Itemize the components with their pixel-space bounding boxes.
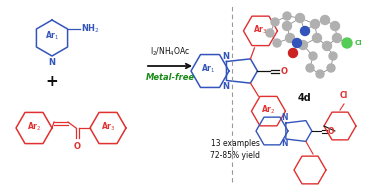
Text: +: +: [46, 73, 58, 89]
Circle shape: [306, 64, 314, 72]
Text: 72-85% yield: 72-85% yield: [210, 152, 260, 161]
Circle shape: [330, 22, 339, 31]
Text: Cl: Cl: [355, 40, 363, 46]
Circle shape: [329, 52, 337, 60]
Circle shape: [282, 22, 291, 31]
Text: Cl: Cl: [340, 91, 348, 100]
Text: Ar$_1$: Ar$_1$: [45, 30, 59, 42]
Text: N: N: [222, 82, 229, 91]
Text: Ar$_2$: Ar$_2$: [27, 121, 41, 133]
Circle shape: [288, 49, 297, 57]
Circle shape: [342, 38, 352, 48]
Circle shape: [266, 29, 274, 37]
Text: N: N: [282, 140, 288, 148]
Circle shape: [283, 12, 291, 20]
Text: O: O: [73, 142, 81, 151]
Circle shape: [293, 39, 302, 47]
Text: 13 examples: 13 examples: [211, 140, 259, 148]
Text: NH$_2$: NH$_2$: [81, 23, 99, 35]
Text: I$_2$/NH$_4$OAc: I$_2$/NH$_4$OAc: [150, 46, 190, 58]
Circle shape: [299, 41, 307, 49]
Text: O: O: [281, 67, 288, 76]
Text: N: N: [282, 113, 288, 123]
Text: N: N: [48, 58, 56, 67]
Text: N: N: [222, 52, 229, 61]
Text: Ar$_3$: Ar$_3$: [101, 121, 115, 133]
Circle shape: [321, 15, 330, 25]
Circle shape: [310, 20, 319, 28]
Circle shape: [316, 70, 324, 78]
Text: Metal-free: Metal-free: [146, 73, 195, 83]
Circle shape: [333, 33, 341, 42]
Circle shape: [301, 26, 310, 36]
Circle shape: [313, 33, 322, 42]
Circle shape: [327, 64, 335, 72]
Text: Ar$_1$: Ar$_1$: [201, 63, 215, 75]
Circle shape: [273, 39, 281, 47]
Circle shape: [271, 18, 279, 26]
Text: 4d: 4d: [298, 93, 312, 103]
Circle shape: [309, 52, 317, 60]
Text: Ar$_2$: Ar$_2$: [261, 104, 276, 116]
Circle shape: [285, 33, 294, 42]
Text: Ar$_3$: Ar$_3$: [253, 24, 268, 36]
Circle shape: [322, 41, 332, 51]
Circle shape: [296, 14, 305, 23]
Text: O: O: [328, 126, 334, 135]
